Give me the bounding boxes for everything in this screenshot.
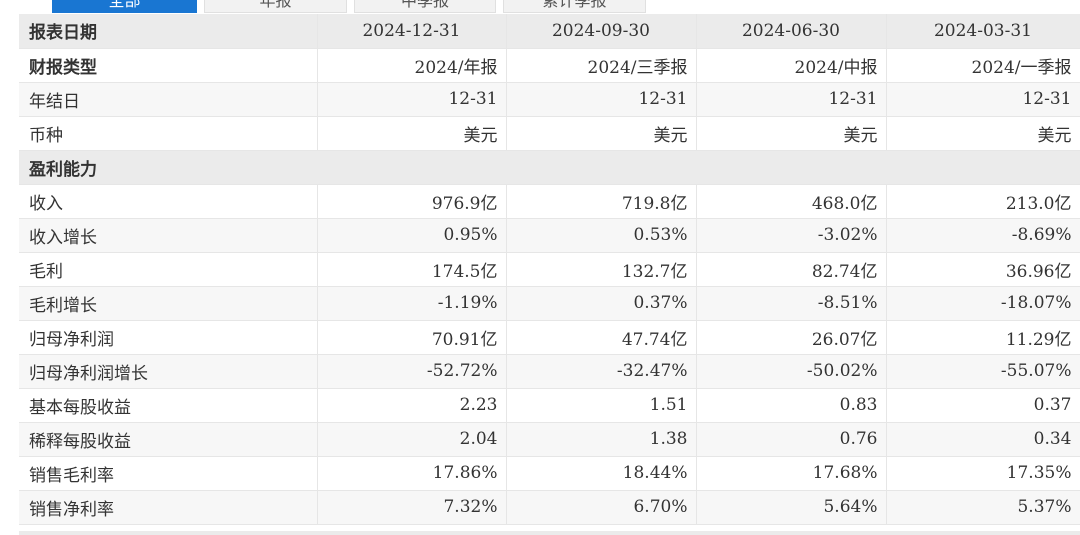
section-title: 盈利能力 [19, 150, 1080, 185]
table-header-row: 报表日期 2024-12-31 2024-09-30 2024-06-30 20… [19, 14, 1080, 49]
row-value: 12-31 [506, 82, 697, 117]
table-row: 稀释每股收益 2.04 1.38 0.76 0.34 [19, 422, 1080, 457]
row-value: 47.74亿 [506, 320, 697, 355]
row-label: 销售毛利率 [19, 456, 318, 491]
tab-annual[interactable]: 年报 [204, 0, 347, 13]
row-value: 美元 [886, 116, 1080, 151]
row-value: 70.91亿 [317, 320, 507, 355]
row-value: -8.51% [696, 286, 887, 321]
row-value: -18.07% [886, 286, 1080, 321]
row-value: 2024/中报 [696, 48, 887, 83]
row-label: 年结日 [19, 82, 318, 117]
row-value: -8.69% [886, 218, 1080, 253]
header-date-3: 2024-06-30 [696, 14, 887, 49]
header-date-4: 2024-03-31 [886, 14, 1080, 49]
row-value: 132.7亿 [506, 252, 697, 287]
table-bottom-bar [19, 531, 1080, 535]
table-row: 收入 976.9亿 719.8亿 468.0亿 213.0亿 [19, 184, 1080, 219]
row-value: 1.38 [506, 422, 697, 457]
row-value: 0.37% [506, 286, 697, 321]
header-date-2: 2024-09-30 [506, 14, 697, 49]
table-row: 基本每股收益 2.23 1.51 0.83 0.37 [19, 388, 1080, 423]
info-row: 财报类型 2024/年报 2024/三季报 2024/中报 2024/一季报 [19, 48, 1080, 83]
row-value: 719.8亿 [506, 184, 697, 219]
row-value: 12-31 [317, 82, 507, 117]
row-value: -1.19% [317, 286, 507, 321]
row-value: 2.04 [317, 422, 507, 457]
table-row: 毛利 174.5亿 132.7亿 82.74亿 36.96亿 [19, 252, 1080, 287]
row-label: 销售净利率 [19, 490, 318, 525]
row-value: 2024/年报 [317, 48, 507, 83]
row-label: 币种 [19, 116, 318, 151]
row-value: 美元 [506, 116, 697, 151]
table-row: 毛利增长 -1.19% 0.37% -8.51% -18.07% [19, 286, 1080, 321]
row-value: 17.86% [317, 456, 507, 491]
row-value: 0.34 [886, 422, 1080, 457]
header-date-1: 2024-12-31 [317, 14, 507, 49]
row-label: 归母净利润 [19, 320, 318, 355]
row-value: 5.64% [696, 490, 887, 525]
table-row: 归母净利润增长 -52.72% -32.47% -50.02% -55.07% [19, 354, 1080, 389]
row-value: -52.72% [317, 354, 507, 389]
table-row: 归母净利润 70.91亿 47.74亿 26.07亿 11.29亿 [19, 320, 1080, 355]
row-value: 18.44% [506, 456, 697, 491]
row-value: 12-31 [696, 82, 887, 117]
table-row: 销售毛利率 17.86% 18.44% 17.68% 17.35% [19, 456, 1080, 491]
tab-all[interactable]: 全部 [52, 0, 197, 13]
row-value: -55.07% [886, 354, 1080, 389]
row-label: 稀释每股收益 [19, 422, 318, 457]
row-label: 收入 [19, 184, 318, 219]
row-value: -50.02% [696, 354, 887, 389]
table-row: 销售净利率 7.32% 6.70% 5.64% 5.37% [19, 490, 1080, 525]
row-value: 5.37% [886, 490, 1080, 525]
row-value: 0.95% [317, 218, 507, 253]
row-value: 17.35% [886, 456, 1080, 491]
row-value: 0.76 [696, 422, 887, 457]
row-label: 收入增长 [19, 218, 318, 253]
row-label: 毛利增长 [19, 286, 318, 321]
row-value: 2024/一季报 [886, 48, 1080, 83]
row-value: 1.51 [506, 388, 697, 423]
row-value: 12-31 [886, 82, 1080, 117]
row-label: 基本每股收益 [19, 388, 318, 423]
row-value: 美元 [317, 116, 507, 151]
row-value: 976.9亿 [317, 184, 507, 219]
row-value: 17.68% [696, 456, 887, 491]
row-label: 归母净利润增长 [19, 354, 318, 389]
info-row: 币种 美元 美元 美元 美元 [19, 116, 1080, 151]
row-value: 11.29亿 [886, 320, 1080, 355]
row-value: 6.70% [506, 490, 697, 525]
section-header-row: 盈利能力 [19, 150, 1080, 185]
row-value: 美元 [696, 116, 887, 151]
tab-cumulative-quarterly[interactable]: 累计季报 [503, 0, 646, 13]
row-value: 0.37 [886, 388, 1080, 423]
info-row: 年结日 12-31 12-31 12-31 12-31 [19, 82, 1080, 117]
tab-interim-quarterly[interactable]: 中季报 [354, 0, 496, 13]
row-value: 468.0亿 [696, 184, 887, 219]
table-row: 收入增长 0.95% 0.53% -3.02% -8.69% [19, 218, 1080, 253]
row-value: -3.02% [696, 218, 887, 253]
row-value: 36.96亿 [886, 252, 1080, 287]
row-value: -32.47% [506, 354, 697, 389]
financial-report-table: 报表日期 2024-12-31 2024-09-30 2024-06-30 20… [19, 14, 1080, 525]
row-value: 0.53% [506, 218, 697, 253]
header-report-date-label: 报表日期 [19, 14, 318, 49]
row-value: 82.74亿 [696, 252, 887, 287]
row-value: 2024/三季报 [506, 48, 697, 83]
row-value: 2.23 [317, 388, 507, 423]
row-value: 213.0亿 [886, 184, 1080, 219]
row-value: 0.83 [696, 388, 887, 423]
row-value: 7.32% [317, 490, 507, 525]
row-value: 26.07亿 [696, 320, 887, 355]
row-label: 毛利 [19, 252, 318, 287]
row-label: 财报类型 [19, 48, 318, 83]
row-value: 174.5亿 [317, 252, 507, 287]
report-type-tabs: 全部 年报 中季报 累计季报 [0, 0, 1080, 14]
